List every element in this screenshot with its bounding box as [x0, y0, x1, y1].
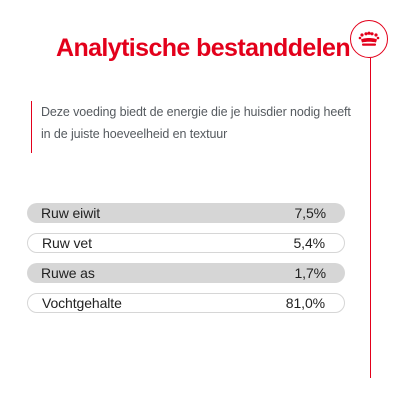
table-row: Ruw vet 5,4% — [27, 233, 345, 253]
row-label: Vochtgehalte — [42, 295, 122, 311]
table-row: Vochtgehalte 81,0% — [27, 293, 345, 313]
page-title: Analytische bestanddelen — [56, 34, 351, 62]
row-value: 5,4% — [293, 235, 325, 251]
row-label: Ruw vet — [42, 235, 92, 251]
analytics-table: Ruw eiwit 7,5% Ruw vet 5,4% Ruwe as 1,7%… — [27, 203, 345, 323]
row-label: Ruw eiwit — [41, 205, 101, 221]
vertical-divider — [370, 58, 371, 378]
row-value: 7,5% — [294, 205, 326, 221]
row-label: Ruwe as — [41, 265, 95, 281]
table-row: Ruwe as 1,7% — [27, 263, 345, 283]
intro-block: Deze voeding biedt de energie die je hui… — [31, 101, 361, 153]
table-row: Ruw eiwit 7,5% — [27, 203, 345, 223]
row-value: 81,0% — [285, 295, 325, 311]
brand-badge — [350, 20, 388, 58]
row-value: 1,7% — [294, 265, 326, 281]
crown-icon — [357, 31, 381, 47]
intro-text: Deze voeding biedt de energie die je hui… — [41, 105, 351, 141]
